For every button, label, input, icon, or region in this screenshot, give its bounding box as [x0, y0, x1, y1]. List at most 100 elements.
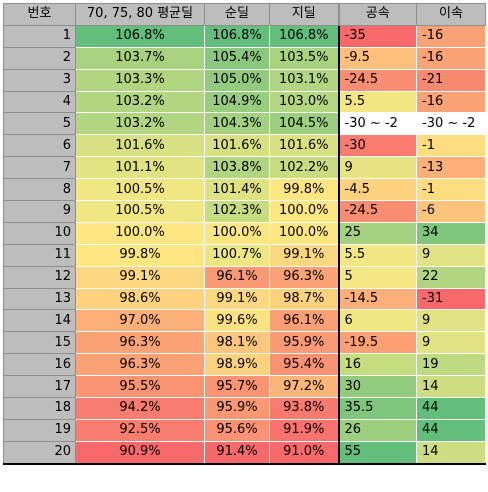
attack-speed-cell[interactable]: -9.5: [337, 46, 417, 70]
move-speed-cell[interactable]: -13: [416, 156, 486, 180]
row-number-cell[interactable]: 20: [3, 440, 76, 465]
row-number-cell[interactable]: 6: [3, 134, 76, 158]
pure-damage-cell[interactable]: 100.0%: [204, 221, 270, 245]
attack-speed-cell[interactable]: -19.5: [337, 331, 417, 355]
row-number-cell[interactable]: 3: [3, 68, 76, 92]
move-speed-cell[interactable]: 34: [416, 221, 486, 245]
sustained-damage-cell[interactable]: 99.8%: [269, 178, 339, 202]
move-speed-cell[interactable]: -6: [416, 200, 486, 223]
attack-speed-cell[interactable]: 6: [337, 309, 417, 333]
pure-damage-cell[interactable]: 105.4%: [204, 46, 270, 70]
sustained-damage-cell[interactable]: 106.8%: [269, 24, 339, 48]
sustained-damage-cell[interactable]: 96.3%: [269, 265, 339, 289]
attack-speed-cell[interactable]: -14.5: [337, 287, 417, 311]
pure-damage-cell[interactable]: 102.3%: [204, 200, 270, 223]
header-cell-number[interactable]: 번호: [3, 3, 76, 26]
avg-damage-cell[interactable]: 92.5%: [75, 418, 205, 442]
row-number-cell[interactable]: 10: [3, 221, 76, 245]
pure-damage-cell[interactable]: 103.8%: [204, 156, 270, 180]
sustained-damage-cell[interactable]: 103.1%: [269, 68, 339, 92]
attack-speed-cell[interactable]: 25: [337, 221, 417, 245]
move-speed-cell[interactable]: -31: [416, 287, 486, 311]
move-speed-cell[interactable]: 9: [416, 243, 486, 267]
attack-speed-cell[interactable]: -35: [337, 24, 417, 48]
row-number-cell[interactable]: 11: [3, 243, 76, 267]
pure-damage-cell[interactable]: 105.0%: [204, 68, 270, 92]
header-cell-move-speed[interactable]: 이속: [416, 3, 486, 26]
header-cell-attack-speed[interactable]: 공속: [337, 3, 417, 26]
avg-damage-cell[interactable]: 98.6%: [75, 287, 205, 311]
row-number-cell[interactable]: 18: [3, 397, 76, 420]
sustained-damage-cell[interactable]: 97.2%: [269, 375, 339, 399]
pure-damage-cell[interactable]: 95.6%: [204, 418, 270, 442]
avg-damage-cell[interactable]: 103.3%: [75, 68, 205, 92]
move-speed-cell[interactable]: -21: [416, 68, 486, 92]
row-number-cell[interactable]: 15: [3, 331, 76, 355]
avg-damage-cell[interactable]: 103.2%: [75, 112, 205, 136]
avg-damage-cell[interactable]: 100.5%: [75, 200, 205, 223]
pure-damage-cell[interactable]: 99.6%: [204, 309, 270, 333]
avg-damage-cell[interactable]: 99.8%: [75, 243, 205, 267]
row-number-cell[interactable]: 14: [3, 309, 76, 333]
avg-damage-cell[interactable]: 97.0%: [75, 309, 205, 333]
row-number-cell[interactable]: 2: [3, 46, 76, 70]
move-speed-cell[interactable]: -30 ~ -2: [416, 112, 486, 136]
sustained-damage-cell[interactable]: 100.0%: [269, 200, 339, 223]
avg-damage-cell[interactable]: 101.6%: [75, 134, 205, 158]
avg-damage-cell[interactable]: 103.7%: [75, 46, 205, 70]
sustained-damage-cell[interactable]: 91.0%: [269, 440, 339, 465]
avg-damage-cell[interactable]: 106.8%: [75, 24, 205, 48]
move-speed-cell[interactable]: -1: [416, 134, 486, 158]
sustained-damage-cell[interactable]: 96.1%: [269, 309, 339, 333]
avg-damage-cell[interactable]: 95.5%: [75, 375, 205, 399]
attack-speed-cell[interactable]: 30: [337, 375, 417, 399]
move-speed-cell[interactable]: -16: [416, 46, 486, 70]
row-number-cell[interactable]: 1: [3, 24, 76, 48]
move-speed-cell[interactable]: -16: [416, 90, 486, 114]
sustained-damage-cell[interactable]: 95.4%: [269, 353, 339, 377]
sustained-damage-cell[interactable]: 91.9%: [269, 418, 339, 442]
move-speed-cell[interactable]: 14: [416, 375, 486, 399]
pure-damage-cell[interactable]: 106.8%: [204, 24, 270, 48]
row-number-cell[interactable]: 16: [3, 353, 76, 377]
attack-speed-cell[interactable]: 5.5: [337, 90, 417, 114]
pure-damage-cell[interactable]: 101.4%: [204, 178, 270, 202]
pure-damage-cell[interactable]: 95.7%: [204, 375, 270, 399]
move-speed-cell[interactable]: 44: [416, 397, 486, 420]
attack-speed-cell[interactable]: -24.5: [337, 68, 417, 92]
pure-damage-cell[interactable]: 100.7%: [204, 243, 270, 267]
attack-speed-cell[interactable]: 55: [337, 440, 417, 465]
row-number-cell[interactable]: 7: [3, 156, 76, 180]
row-number-cell[interactable]: 13: [3, 287, 76, 311]
pure-damage-cell[interactable]: 98.9%: [204, 353, 270, 377]
move-speed-cell[interactable]: 9: [416, 331, 486, 355]
move-speed-cell[interactable]: 22: [416, 265, 486, 289]
row-number-cell[interactable]: 19: [3, 418, 76, 442]
sustained-damage-cell[interactable]: 103.5%: [269, 46, 339, 70]
sustained-damage-cell[interactable]: 101.6%: [269, 134, 339, 158]
move-speed-cell[interactable]: 44: [416, 418, 486, 442]
move-speed-cell[interactable]: -1: [416, 178, 486, 202]
attack-speed-cell[interactable]: 26: [337, 418, 417, 442]
sustained-damage-cell[interactable]: 100.0%: [269, 221, 339, 245]
move-speed-cell[interactable]: 14: [416, 440, 486, 465]
sustained-damage-cell[interactable]: 102.2%: [269, 156, 339, 180]
row-number-cell[interactable]: 8: [3, 178, 76, 202]
sustained-damage-cell[interactable]: 103.0%: [269, 90, 339, 114]
attack-speed-cell[interactable]: -30 ~ -2: [337, 112, 417, 136]
header-cell-sustained-damage[interactable]: 지딜: [269, 3, 339, 26]
sustained-damage-cell[interactable]: 93.8%: [269, 397, 339, 420]
row-number-cell[interactable]: 4: [3, 90, 76, 114]
row-number-cell[interactable]: 5: [3, 112, 76, 136]
pure-damage-cell[interactable]: 104.9%: [204, 90, 270, 114]
avg-damage-cell[interactable]: 99.1%: [75, 265, 205, 289]
attack-speed-cell[interactable]: 5: [337, 265, 417, 289]
move-speed-cell[interactable]: 19: [416, 353, 486, 377]
sustained-damage-cell[interactable]: 95.9%: [269, 331, 339, 355]
row-number-cell[interactable]: 9: [3, 200, 76, 223]
avg-damage-cell[interactable]: 90.9%: [75, 440, 205, 465]
attack-speed-cell[interactable]: 16: [337, 353, 417, 377]
pure-damage-cell[interactable]: 98.1%: [204, 331, 270, 355]
sustained-damage-cell[interactable]: 99.1%: [269, 243, 339, 267]
attack-speed-cell[interactable]: 5.5: [337, 243, 417, 267]
